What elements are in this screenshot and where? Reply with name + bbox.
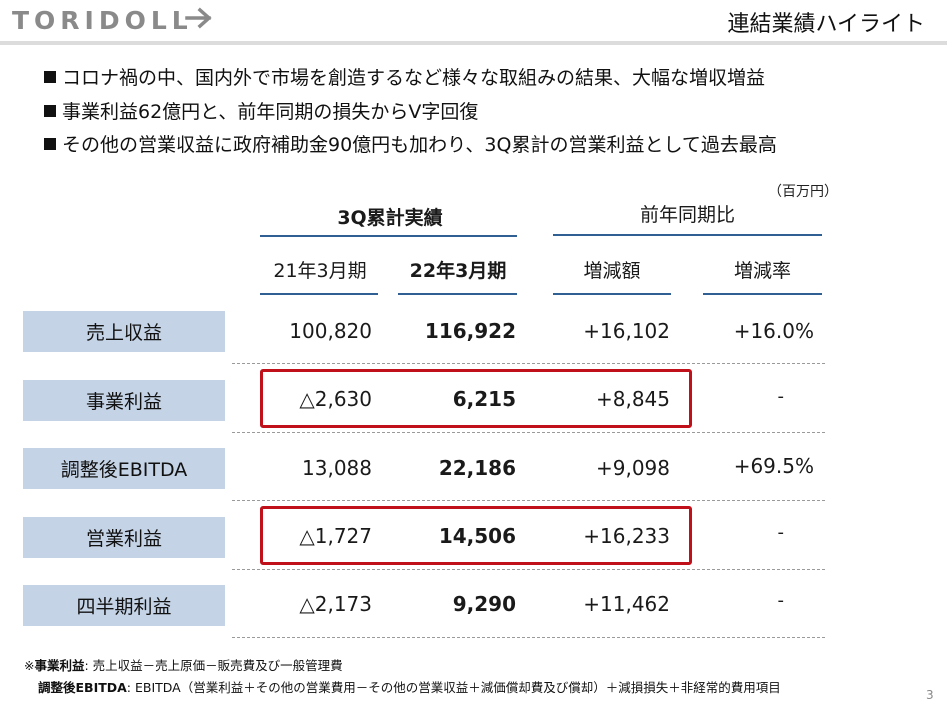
cell-prev: △1,727 [299, 524, 372, 548]
bullet-item: 事業利益62億円と、前年同期の損失からV字回復 [44, 96, 777, 130]
page-number: 3 [926, 688, 934, 702]
row-label-operating-profit: 営業利益 [23, 517, 225, 558]
company-logo: TORIDOLL [12, 6, 193, 35]
row-separator [232, 363, 825, 364]
row-label-business-profit: 事業利益 [23, 380, 225, 421]
column-header-rate: 増減率 [733, 260, 791, 282]
highlight-box [260, 369, 692, 428]
cell-diff: +16,102 [583, 319, 670, 343]
row-label-adjusted-ebitda: 調整後EBITDA [23, 448, 225, 489]
column-rule [553, 293, 671, 295]
column-header-curr: 22年3月期 [409, 260, 507, 282]
cell-rate: - [777, 386, 785, 407]
summary-bullets: コロナ禍の中、国内外で市場を創造するなど様々な取組みの結果、大幅な増収増益 事業… [44, 62, 777, 163]
column-rule [703, 293, 822, 295]
cell-diff: +8,845 [595, 387, 670, 411]
cell-rate: - [777, 590, 785, 611]
unit-label: （百万円） [768, 184, 838, 200]
cell-curr: 14,506 [438, 524, 516, 548]
highlight-box [260, 506, 692, 565]
bullet-item: その他の営業収益に政府補助金90億円も加わり、3Q累計の営業利益として過去最高 [44, 129, 777, 163]
cell-prev: 13,088 [302, 456, 372, 480]
cell-curr: 116,922 [424, 319, 516, 343]
header-divider [0, 41, 947, 45]
group-header-3q: 3Q累計実績 [337, 207, 443, 229]
group-header-yoy: 前年同期比 [639, 204, 735, 226]
cell-curr: 22,186 [438, 456, 516, 480]
column-rule [398, 293, 517, 295]
cell-rate: - [777, 522, 785, 543]
square-bullet-icon [44, 104, 56, 117]
group-rule-3q [260, 235, 517, 237]
row-separator [232, 500, 825, 501]
square-bullet-icon [44, 138, 56, 150]
page-title: 連結業績ハイライト [727, 12, 925, 37]
column-rule [260, 293, 378, 295]
cell-rate: +69.5% [733, 454, 814, 478]
cell-prev: △2,630 [299, 387, 372, 411]
row-label-revenue: 売上収益 [23, 311, 225, 352]
cell-curr: 6,215 [452, 387, 516, 411]
cell-prev: 100,820 [289, 319, 372, 343]
slide-header: TORIDOLL 連結業績ハイライト [0, 0, 947, 46]
bullet-item: コロナ禍の中、国内外で市場を創造するなど様々な取組みの結果、大幅な増収増益 [44, 62, 777, 96]
cell-diff: +9,098 [595, 456, 670, 480]
group-rule-yoy [553, 234, 822, 236]
row-separator [232, 637, 825, 638]
cell-diff: +16,233 [583, 524, 670, 548]
cell-prev: △2,173 [299, 592, 372, 616]
footnote-business-profit: ※事業利益: 売上収益－売上原価－販売費及び一般管理費 [24, 658, 343, 673]
logo-arrow-icon [185, 7, 212, 29]
cell-rate: +16.0% [733, 319, 814, 343]
row-separator [232, 569, 825, 570]
square-bullet-icon [44, 71, 56, 83]
cell-curr: 9,290 [452, 592, 516, 616]
footnote-adjusted-ebitda: 調整後EBITDA: EBITDA（営業利益＋その他の営業費用－その他の営業収益… [38, 680, 781, 695]
column-header-diff: 増減額 [583, 260, 641, 282]
column-header-prev: 21年3月期 [273, 260, 367, 282]
row-label-quarterly-profit: 四半期利益 [23, 585, 225, 626]
row-separator [232, 432, 825, 433]
cell-diff: +11,462 [583, 592, 670, 616]
